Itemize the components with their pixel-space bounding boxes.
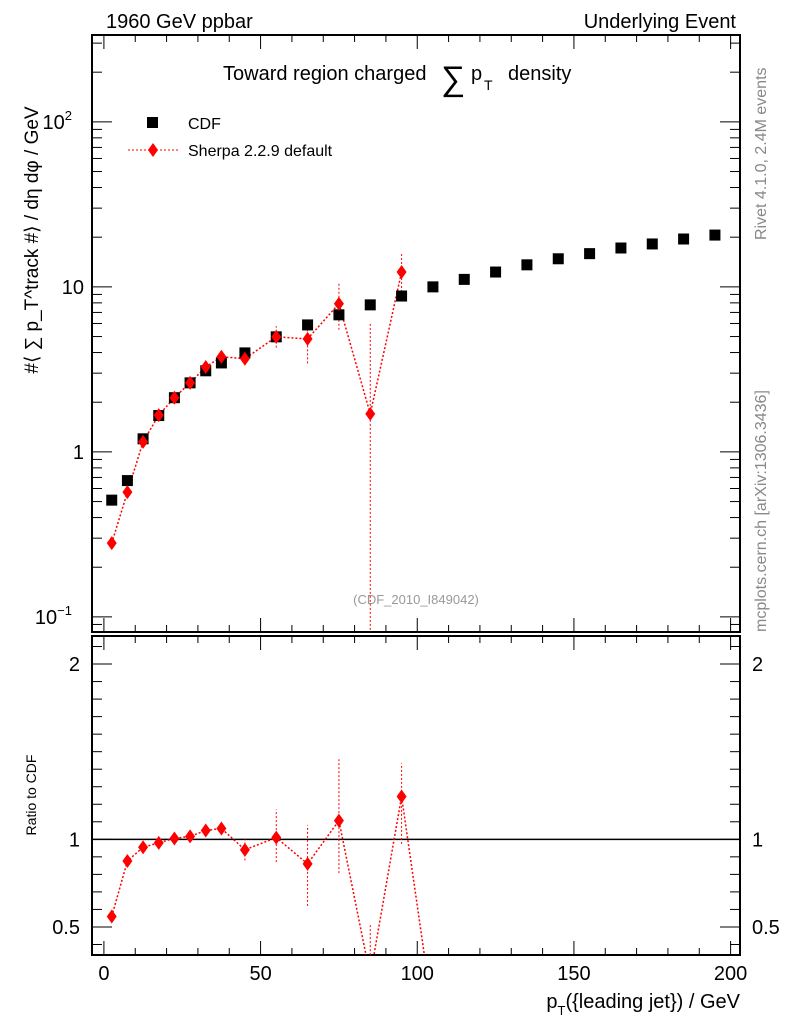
cdf-point xyxy=(678,233,690,245)
ratio-point xyxy=(185,829,196,844)
ratio-point xyxy=(138,840,149,855)
cdf-point xyxy=(709,229,721,241)
ratio-y-label: Ratio to CDF xyxy=(23,755,39,836)
cdf-point xyxy=(521,259,533,271)
title-text: Toward region charged xyxy=(223,63,426,85)
header-left: 1960 GeV ppbar xyxy=(106,11,253,33)
y-tick-label: 102 xyxy=(43,108,72,134)
cdf-point xyxy=(121,475,133,487)
ratio-y-tick-label-right: 1 xyxy=(752,829,763,851)
sherpa-point xyxy=(216,349,227,364)
cdf-point xyxy=(584,248,596,260)
ratio-point xyxy=(396,789,407,804)
x-axis-label: pT({leading jet}) / GeV xyxy=(546,991,740,1018)
ratio-point xyxy=(333,813,344,828)
ratio-frame xyxy=(91,635,741,956)
legend-marker-cdf xyxy=(147,117,158,128)
sherpa-point xyxy=(169,390,180,405)
ratio-point xyxy=(153,835,164,850)
sherpa-point xyxy=(185,375,196,390)
x-tick-label: 150 xyxy=(557,963,590,985)
x-tick-label: 200 xyxy=(714,963,747,985)
sherpa-point xyxy=(122,485,133,500)
legend-label-cdf: CDF xyxy=(188,116,221,133)
ratio-point xyxy=(106,909,117,924)
title-sub: T xyxy=(484,77,493,93)
y-tick-label: 10 xyxy=(62,277,84,299)
header-right: Underlying Event xyxy=(584,11,737,33)
title-end: density xyxy=(508,63,571,85)
cdf-point xyxy=(364,299,376,311)
x-label-p: p xyxy=(546,991,557,1013)
ratio-point xyxy=(216,821,227,836)
x-tick-label: 0 xyxy=(98,963,109,985)
ratio-y-tick-label: 1 xyxy=(69,829,80,851)
mcplots-label: mcplots.cern.ch [arXiv:1306.3436] xyxy=(753,390,770,632)
sherpa-point xyxy=(106,536,117,551)
cdf-point xyxy=(458,273,470,285)
y-tick-label: 10−1 xyxy=(35,603,72,629)
x-label-end: ({leading jet}) / GeV xyxy=(565,991,740,1013)
cdf-point xyxy=(396,290,408,302)
ratio-point xyxy=(428,1008,438,1022)
x-tick-label: 50 xyxy=(249,963,271,985)
ratio-line xyxy=(111,796,426,955)
ratio-y-tick-label: 0.5 xyxy=(52,917,80,939)
sherpa-point xyxy=(302,331,313,346)
cdf-point xyxy=(333,309,345,321)
sherpa-point xyxy=(271,329,282,344)
chart-title: Toward region charged ∑ p T density xyxy=(223,60,571,98)
cdf-point xyxy=(106,494,118,506)
sherpa-point xyxy=(333,296,344,311)
ratio-point xyxy=(365,969,375,983)
y-axis-label: #⟨ ∑ p_T^track #⟩ / dη dφ / GeV xyxy=(22,106,43,373)
main-frame xyxy=(91,34,741,633)
legend-marker-sherpa xyxy=(148,143,158,157)
cdf-point xyxy=(302,319,314,331)
sherpa-point xyxy=(138,434,149,449)
sherpa-point xyxy=(200,359,211,374)
analysis-label: (CDF_2010_I849042) xyxy=(353,592,479,607)
ratio-point xyxy=(122,854,133,869)
title-sum: ∑ xyxy=(441,60,465,98)
ratio-y-tick-label: 2 xyxy=(69,654,80,676)
cdf-point xyxy=(646,238,658,250)
ratio-point xyxy=(169,831,180,846)
ratio-point xyxy=(239,842,250,857)
sherpa-point xyxy=(239,351,250,366)
ratio-y-tick-label-right: 0.5 xyxy=(752,917,780,939)
y-tick-label: 1 xyxy=(73,442,84,464)
x-tick-label: 100 xyxy=(401,963,434,985)
cdf-point xyxy=(552,253,564,265)
sherpa-point xyxy=(365,406,376,421)
cdf-point xyxy=(490,266,502,278)
ratio-point xyxy=(302,856,313,871)
legend: CDF Sherpa 2.2.9 default xyxy=(128,116,333,160)
sherpa-point xyxy=(153,408,164,423)
cdf-point xyxy=(427,281,439,293)
x-label-sub: T xyxy=(557,1003,565,1018)
cdf-point xyxy=(615,242,627,254)
sherpa-line xyxy=(111,271,403,544)
legend-label-sherpa: Sherpa 2.2.9 default xyxy=(188,143,333,160)
ratio-y-tick-label-right: 2 xyxy=(752,654,763,676)
title-p: p xyxy=(471,63,482,85)
ratio-point xyxy=(271,830,282,845)
rivet-label: Rivet 4.1.0, 2.4M events xyxy=(753,67,770,240)
sherpa-point xyxy=(396,265,407,280)
ratio-point xyxy=(200,823,211,838)
